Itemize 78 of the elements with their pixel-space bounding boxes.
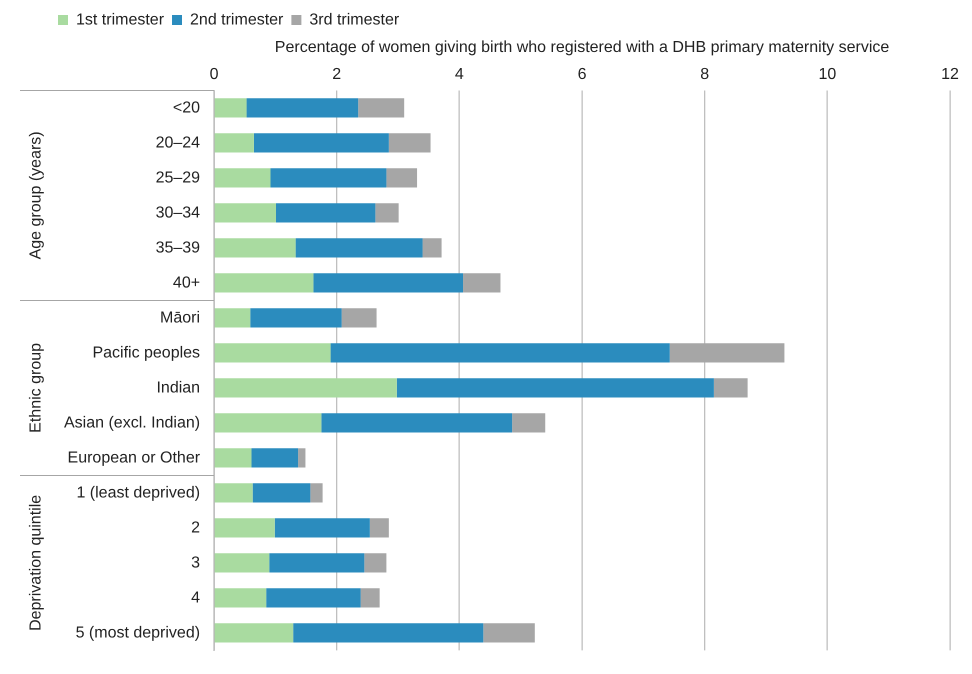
bar bbox=[270, 168, 386, 188]
y-tick-label: 35–39 bbox=[156, 239, 200, 256]
y-tick-label: Asian (excl. Indian) bbox=[64, 414, 200, 432]
y-tick-label: 5 (most deprived) bbox=[76, 624, 200, 642]
bar bbox=[296, 238, 423, 258]
y-tick-label: 4 bbox=[191, 589, 200, 606]
bar bbox=[386, 168, 418, 188]
x-tick-label: 6 bbox=[578, 66, 587, 84]
y-tick-label: Māori bbox=[160, 309, 200, 326]
bar bbox=[214, 168, 270, 188]
x-tick-label: 2 bbox=[332, 66, 342, 84]
bar bbox=[388, 133, 431, 153]
y-tick-label: 25–29 bbox=[156, 169, 200, 186]
bar bbox=[214, 378, 397, 398]
bar bbox=[342, 308, 377, 328]
bar bbox=[251, 448, 298, 468]
bar bbox=[214, 238, 296, 258]
y-tick-label: 2 bbox=[191, 519, 200, 536]
x-tick-label: 12 bbox=[941, 66, 959, 84]
legend-label: 1st trimester bbox=[76, 11, 165, 28]
bar bbox=[266, 588, 361, 608]
y-tick-label: 30–34 bbox=[156, 204, 200, 222]
bar bbox=[214, 553, 270, 573]
bar bbox=[214, 203, 276, 223]
legend-label: 3rd trimester bbox=[309, 11, 400, 28]
bar bbox=[483, 623, 535, 643]
bar bbox=[512, 413, 546, 433]
y-tick-label: 40+ bbox=[172, 274, 200, 292]
bar bbox=[214, 133, 254, 153]
bar bbox=[313, 273, 464, 293]
bar bbox=[214, 483, 253, 503]
bar bbox=[214, 98, 247, 118]
bar bbox=[375, 203, 399, 223]
bar bbox=[422, 238, 442, 258]
bar bbox=[276, 203, 376, 223]
bar bbox=[714, 378, 748, 398]
bar bbox=[358, 98, 404, 118]
bar bbox=[396, 378, 714, 398]
y-tick-label: <20 bbox=[172, 99, 200, 116]
text: Deprivation quintile bbox=[27, 494, 44, 631]
x-tick-label: 10 bbox=[818, 66, 836, 84]
bar bbox=[214, 623, 294, 643]
bar bbox=[321, 413, 512, 433]
bar bbox=[293, 623, 484, 643]
x-axis-title: Percentage of women giving birth who registered with a DHB primary maternity service bbox=[274, 39, 890, 56]
bar bbox=[214, 308, 250, 328]
text: Age group (years) bbox=[27, 131, 44, 260]
x-tick-label: 0 bbox=[210, 66, 219, 84]
y-tick-label: 3 bbox=[191, 554, 200, 572]
y-tick-label: Indian bbox=[156, 379, 200, 396]
bar bbox=[246, 98, 358, 118]
bar bbox=[214, 413, 322, 433]
bar bbox=[214, 448, 252, 468]
bar bbox=[370, 518, 389, 538]
bar bbox=[214, 273, 314, 293]
x-tick-label: 8 bbox=[700, 66, 710, 84]
bar bbox=[250, 308, 342, 328]
bar bbox=[364, 553, 386, 573]
bar bbox=[214, 343, 331, 363]
legend-label: 2nd trimester bbox=[190, 11, 284, 28]
bar bbox=[274, 518, 370, 538]
bar bbox=[670, 343, 784, 363]
bar bbox=[214, 588, 266, 608]
bar bbox=[254, 133, 389, 153]
bar bbox=[269, 553, 364, 573]
text: Ethnic group bbox=[27, 342, 44, 433]
bar bbox=[463, 273, 500, 293]
y-tick-label: Pacific peoples bbox=[92, 344, 200, 362]
bar bbox=[214, 518, 275, 538]
bar bbox=[252, 483, 310, 503]
y-tick-label: 1 (least deprived) bbox=[76, 484, 200, 502]
bar bbox=[360, 588, 380, 608]
bar bbox=[298, 448, 306, 468]
y-tick-label: European or Other bbox=[68, 449, 201, 466]
y-tick-label: 20–24 bbox=[156, 134, 200, 152]
bar bbox=[310, 483, 323, 503]
bar bbox=[330, 343, 670, 363]
x-tick-label: 4 bbox=[454, 66, 464, 84]
